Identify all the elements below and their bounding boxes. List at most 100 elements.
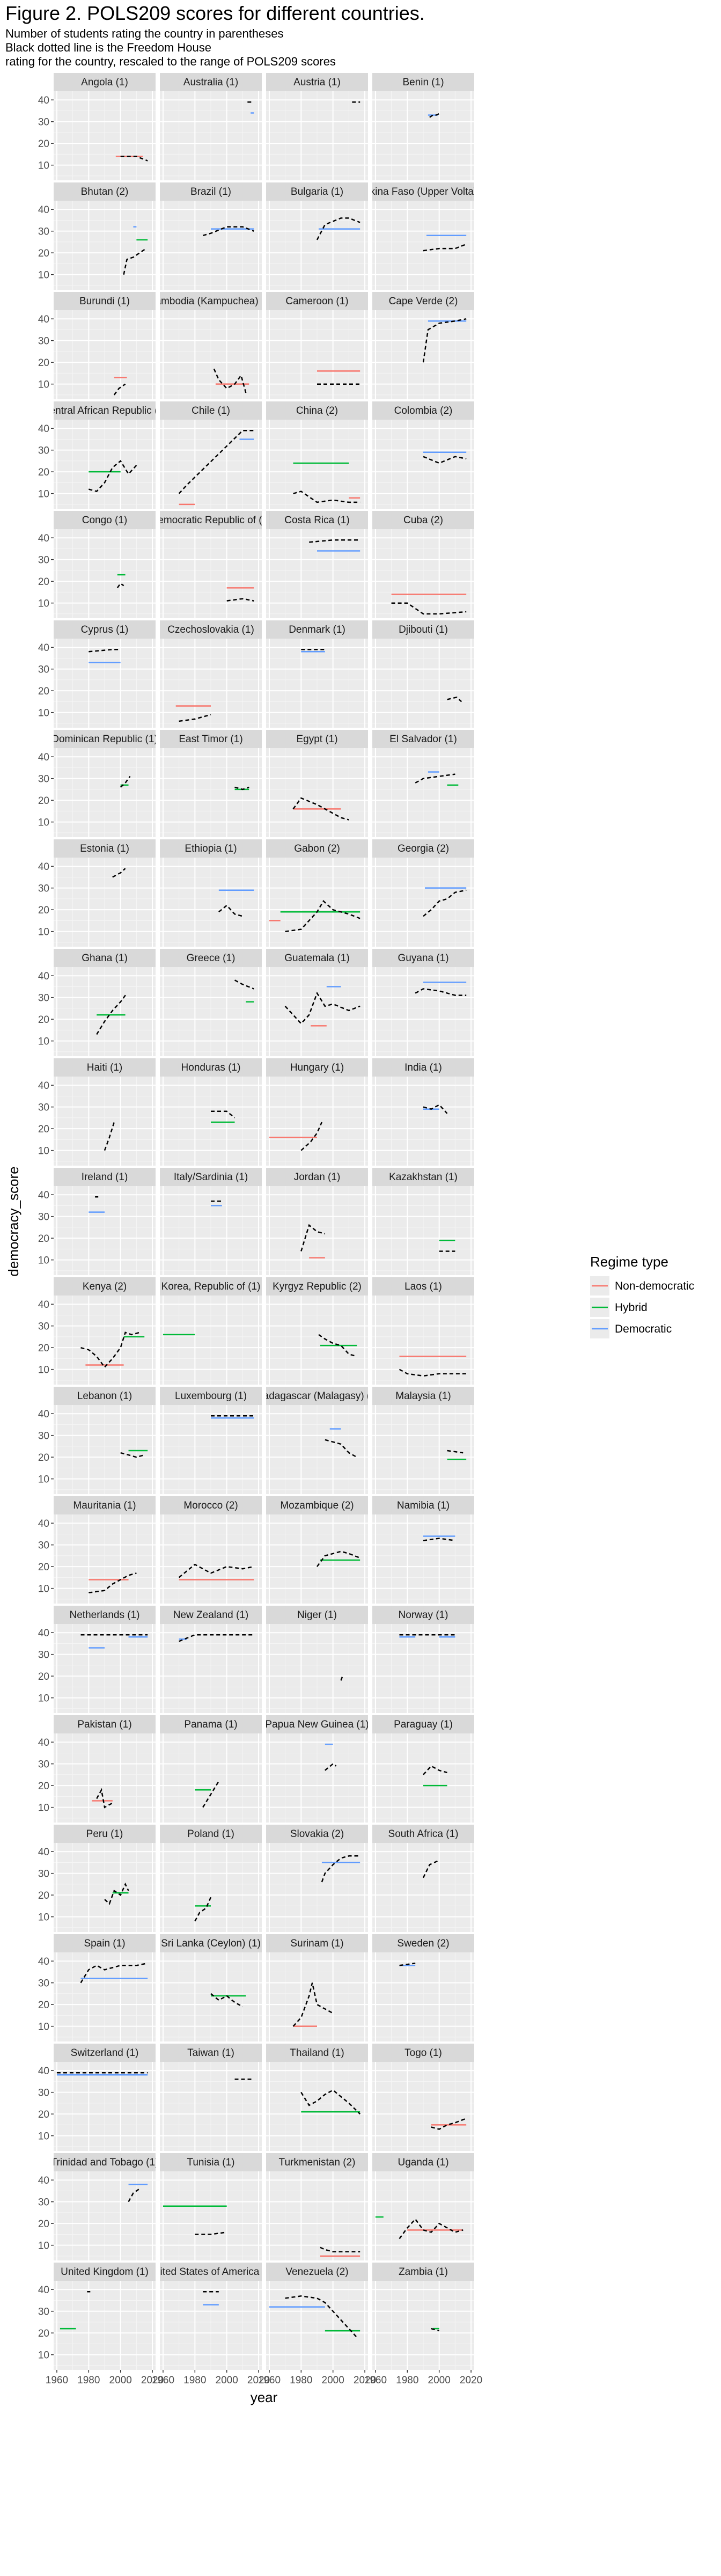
- facet-strip: [54, 1277, 156, 1296]
- freedom-house-line: [340, 1675, 343, 1681]
- facet-strip: [54, 511, 156, 529]
- facet-strip-label: United States of America (1): [147, 2266, 275, 2278]
- facet-strip-label: Malaysia (1): [395, 1391, 451, 1402]
- facet-panel: Egypt (1): [266, 730, 368, 837]
- facet-panel: Kazakhstan (1): [372, 1168, 474, 1275]
- freedom-house-line: [104, 1882, 129, 1905]
- facet-panel: Czechoslovakia (1): [160, 620, 262, 728]
- facet-strip: [266, 1825, 368, 1843]
- facet-strip-label: Dominican Republic (1): [52, 734, 157, 745]
- panel-data: [318, 1334, 357, 1357]
- panel-data: [104, 1882, 129, 1905]
- facet-panel: Turkmenistan (2): [266, 2153, 368, 2260]
- facet-panel: Burundi (1) 10 20 30 40: [38, 292, 156, 399]
- y-tick-label: 30: [38, 445, 49, 457]
- facet-strip-label: Greece (1): [187, 953, 236, 964]
- facet-strip: [266, 1496, 368, 1514]
- facet-strip: [372, 401, 474, 420]
- facet-panel: El Salvador (1): [372, 730, 474, 837]
- y-tick-label: 10: [38, 1474, 49, 1485]
- x-tick-label: 1980: [183, 2375, 206, 2386]
- facet-strip: [160, 949, 262, 967]
- x-tick-label: 1980: [290, 2375, 312, 2386]
- facet-strip: [54, 1168, 156, 1186]
- y-tick-label: 20: [38, 1233, 49, 1245]
- facet-strip-label: Colombia (2): [394, 405, 453, 416]
- freedom-house-line: [80, 1331, 140, 1368]
- panel-data: [320, 2246, 360, 2257]
- facet-strip-label: Jordan (1): [294, 1172, 341, 1183]
- y-tick-label: 20: [38, 357, 49, 369]
- y-tick-label: 20: [38, 2328, 49, 2339]
- facet-strip: [54, 839, 156, 858]
- facet-strip-label: Cuba (2): [403, 515, 443, 526]
- freedom-house-line: [202, 1781, 219, 1808]
- y-tick-label: 10: [38, 1912, 49, 1923]
- freedom-house-line: [309, 539, 360, 543]
- facet-strip-label: Tunisia (1): [187, 2157, 234, 2168]
- facet-strip: [372, 292, 474, 310]
- y-tick-label: 20: [38, 1343, 49, 1354]
- facet-panel: Italy/Sardinia (1): [160, 1168, 262, 1275]
- facet-panel: Ghana (1) 10 20 30 40: [38, 949, 156, 1056]
- panel-data: [211, 1110, 236, 1123]
- y-tick-label: 10: [38, 1255, 49, 1267]
- freedom-house-line: [210, 1993, 243, 2008]
- facet-strip: [160, 182, 262, 201]
- y-tick-label: 10: [38, 598, 49, 610]
- y-tick-label: 40: [38, 752, 49, 763]
- panel-data: [80, 1634, 148, 1649]
- y-tick-label: 20: [38, 2219, 49, 2230]
- y-tick-label: 20: [38, 138, 49, 150]
- facet-strip: [266, 73, 368, 91]
- y-tick-label: 20: [38, 1014, 49, 1026]
- panel-data: [292, 1982, 334, 2027]
- y-tick-label: 40: [38, 642, 49, 654]
- panel-data: [423, 1104, 448, 1114]
- y-tick-label: 30: [38, 1212, 49, 1223]
- facet-strip-label: Austria (1): [293, 77, 341, 88]
- panel-data: [175, 705, 211, 722]
- facet-strip-label: New Zealand (1): [173, 1609, 248, 1621]
- x-tick-label: 1980: [77, 2375, 100, 2386]
- facet-strip-label: Angola (1): [81, 77, 128, 88]
- y-tick-label: 20: [38, 686, 49, 697]
- panel-data: [391, 594, 467, 615]
- facet-strip: [160, 1168, 262, 1186]
- freedom-house-line: [120, 775, 131, 788]
- freedom-house-line: [128, 2188, 141, 2202]
- facet-strip: [266, 511, 368, 529]
- facet-panel: Netherlands (1) 10 20 30 40: [38, 1606, 156, 1713]
- panel-data: [226, 587, 254, 602]
- facet-panel: Central African Republic (1) 10 20 30 40: [38, 401, 156, 509]
- facet-strip: [160, 511, 262, 529]
- facet-strip-label: Bulgaria (1): [291, 186, 343, 197]
- panel-data: [423, 451, 467, 464]
- facet-strip-label: Cameroon (1): [285, 296, 348, 307]
- freedom-house-line: [422, 318, 467, 363]
- facet-strip: [160, 620, 262, 639]
- facet-panel: Kenya (2) 10 20 30 40: [38, 1277, 156, 1385]
- facet-strip-label: Korea, Republic of (1): [161, 1281, 261, 1292]
- y-tick-label: 30: [38, 117, 49, 128]
- panel-data: [120, 775, 131, 788]
- facet-panel: Papua New Guinea (1): [266, 1715, 368, 1823]
- freedom-house-line: [325, 1439, 357, 1458]
- panel-data: [128, 2184, 148, 2202]
- y-tick-label: 30: [38, 1321, 49, 1333]
- y-tick-label: 40: [38, 861, 49, 873]
- facet-panel: Taiwan (1): [160, 2044, 262, 2151]
- facet-strip: [266, 1058, 368, 1077]
- facet-strip-label: Djibouti (1): [399, 624, 448, 635]
- facet-panel: Thailand (1): [266, 2044, 368, 2151]
- panel-data: [115, 156, 148, 162]
- panel-data: [431, 2118, 467, 2130]
- freedom-house-line: [415, 988, 467, 996]
- facet-strip: [372, 73, 474, 91]
- facet-strip-label: Bhutan (2): [81, 186, 129, 197]
- freedom-house-line: [429, 112, 442, 118]
- panel-data: [316, 217, 360, 240]
- facet-strip-label: Lebanon (1): [77, 1391, 132, 1402]
- y-tick-label: 40: [38, 1409, 49, 1420]
- facet-strip-label: United Kingdom (1): [61, 2266, 149, 2278]
